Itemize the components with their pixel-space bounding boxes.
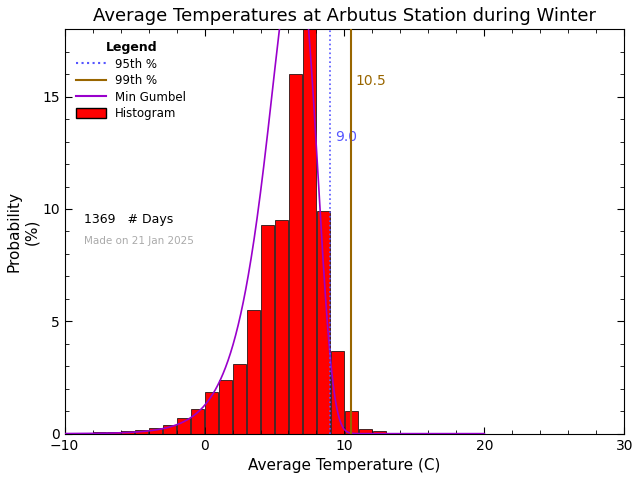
X-axis label: Average Temperature (C): Average Temperature (C)	[248, 458, 441, 473]
Bar	[317, 211, 330, 433]
Bar	[261, 225, 274, 433]
Bar	[275, 220, 288, 433]
Title: Average Temperatures at Arbutus Station during Winter: Average Temperatures at Arbutus Station …	[93, 7, 596, 25]
Text: 1369   # Days: 1369 # Days	[84, 213, 173, 226]
Bar	[219, 380, 232, 433]
Bar	[149, 428, 162, 433]
Bar	[233, 364, 246, 433]
Text: 9.0: 9.0	[335, 131, 356, 144]
Bar	[205, 392, 218, 433]
Bar	[331, 350, 344, 433]
Bar	[303, 29, 316, 433]
Legend: 95th %, 99th %, Min Gumbel, Histogram: 95th %, 99th %, Min Gumbel, Histogram	[70, 35, 192, 126]
Text: 10.5: 10.5	[356, 74, 387, 88]
Bar	[289, 74, 302, 433]
Bar	[359, 429, 372, 433]
Bar	[135, 430, 148, 433]
Bar	[121, 432, 134, 433]
Bar	[107, 432, 120, 433]
Bar	[345, 411, 358, 433]
Bar	[191, 409, 204, 433]
Bar	[163, 425, 176, 433]
Bar	[387, 432, 400, 433]
Y-axis label: Probability
(%): Probability (%)	[7, 191, 39, 272]
Bar	[177, 418, 190, 433]
Bar	[93, 432, 106, 433]
Bar	[372, 432, 386, 433]
Text: Made on 21 Jan 2025: Made on 21 Jan 2025	[84, 236, 194, 245]
Bar	[247, 310, 260, 433]
